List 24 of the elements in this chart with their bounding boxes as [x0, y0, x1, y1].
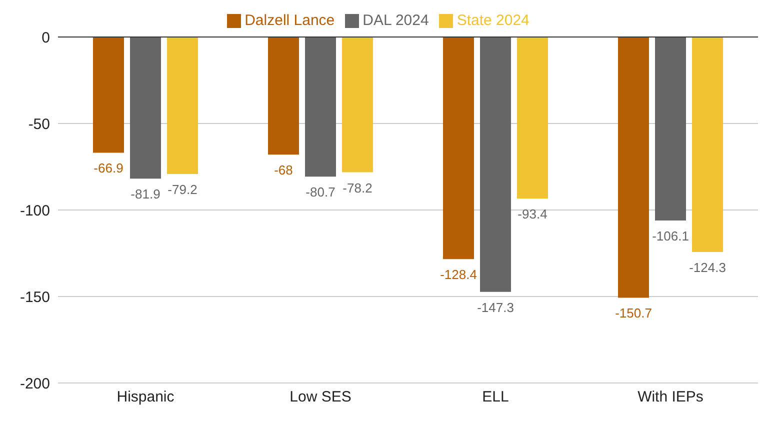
y-tick-label: 0 — [42, 29, 50, 46]
data-label: -80.7 — [306, 184, 336, 200]
data-label: -66.9 — [94, 160, 124, 176]
data-label: -128.4 — [440, 267, 477, 282]
data-label: -79.2 — [168, 182, 198, 198]
x-tick-label: Low SES — [290, 388, 352, 406]
data-label: -68 — [274, 162, 293, 178]
legend-label: Dalzell Lance — [244, 12, 335, 29]
data-label: -93.4 — [518, 206, 548, 222]
y-tick-label: -200 — [20, 375, 50, 392]
y-tick-label: -50 — [28, 116, 50, 133]
data-label: -150.7 — [615, 306, 652, 321]
data-label: -124.3 — [689, 260, 726, 276]
data-label: -81.9 — [130, 186, 160, 202]
data-label: -78.2 — [342, 180, 372, 196]
legend-label: State 2024 — [456, 12, 530, 29]
x-tick-label: Hispanic — [116, 388, 175, 406]
x-tick-label: With IEPs — [638, 388, 704, 406]
y-tick-label: -150 — [20, 288, 50, 306]
data-label: -147.3 — [477, 300, 514, 315]
data-label: -106.1 — [652, 228, 689, 244]
x-tick-label: ELL — [482, 388, 509, 406]
y-tick-label: -100 — [20, 202, 50, 220]
legend-label: DAL 2024 — [362, 12, 429, 29]
